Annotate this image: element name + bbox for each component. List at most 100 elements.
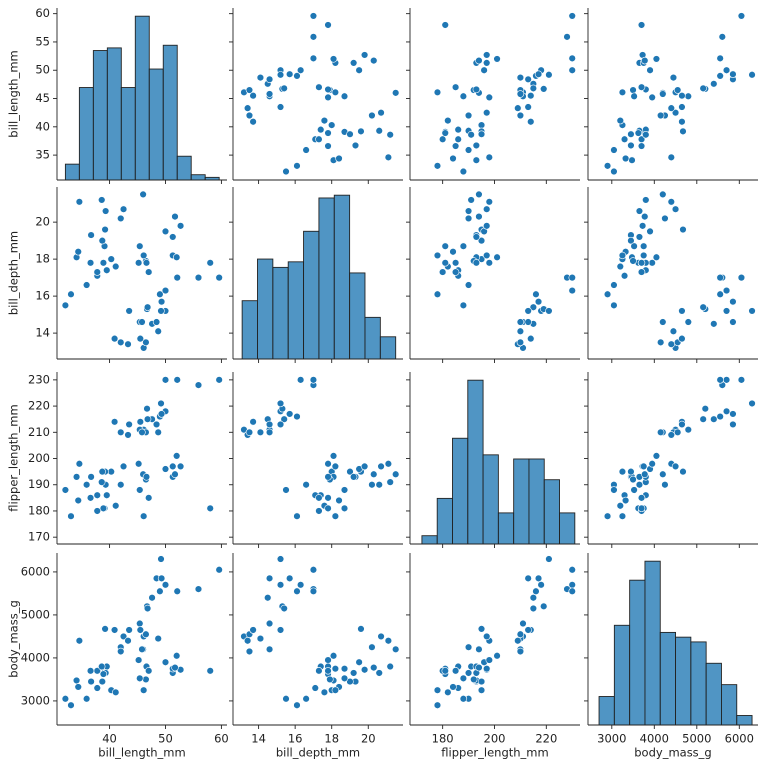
scatter-point xyxy=(75,637,84,645)
scatter-point xyxy=(293,412,301,421)
scatter-point xyxy=(285,70,294,78)
histogram-bar xyxy=(176,155,192,181)
scatter-point xyxy=(157,307,165,315)
scatter-point xyxy=(516,338,525,347)
scatter-point xyxy=(729,297,737,306)
scatter-point xyxy=(667,340,675,348)
scatter-point xyxy=(119,462,128,471)
scatter-point xyxy=(293,512,301,520)
scatter-point xyxy=(459,674,468,683)
scatter-point xyxy=(276,103,285,111)
scatter-point xyxy=(346,467,354,476)
histogram-bar xyxy=(644,560,661,726)
scatter-point xyxy=(678,118,686,126)
scatter-point xyxy=(444,116,452,125)
scatter-point xyxy=(729,410,737,418)
scatter-point xyxy=(472,85,481,94)
scatter-point xyxy=(620,272,629,280)
scatter-point xyxy=(311,684,319,692)
scatter-point xyxy=(335,154,343,163)
scatter-point xyxy=(93,268,101,276)
scatter-point xyxy=(568,273,576,282)
scatter-point xyxy=(161,286,170,295)
scatter-point xyxy=(514,637,522,645)
y-tick-label: 50 xyxy=(35,63,50,77)
scatter-point xyxy=(265,645,274,654)
scatter-point xyxy=(545,555,553,563)
x-tick-label: 3000 xyxy=(597,732,626,746)
scatter-point xyxy=(710,80,718,88)
scatter-point xyxy=(93,684,101,692)
scatter-point xyxy=(516,318,525,326)
scatter-point xyxy=(346,130,354,138)
scatter-point xyxy=(315,494,323,502)
histogram-bar xyxy=(543,479,560,545)
scatter-point xyxy=(464,111,473,120)
scatter-point xyxy=(315,667,323,675)
scatter-point xyxy=(169,233,177,241)
scatter-point xyxy=(386,478,394,486)
scatter-point xyxy=(449,248,457,256)
scatter-point xyxy=(136,486,144,494)
scatter-point xyxy=(249,626,257,634)
scatter-point xyxy=(684,425,692,434)
panel xyxy=(406,8,580,184)
scatter-point xyxy=(324,494,332,502)
scatter-point xyxy=(537,581,545,589)
scatter-point xyxy=(485,198,493,206)
scatter-point xyxy=(142,630,150,638)
scatter-point xyxy=(74,683,82,691)
histogram-bar xyxy=(241,300,258,360)
y-tick-label: 170 xyxy=(28,530,50,544)
histogram-bar xyxy=(675,636,692,726)
scatter-point xyxy=(368,643,376,651)
scatter-point xyxy=(101,625,109,633)
histogram-bar xyxy=(120,87,136,181)
scatter-point xyxy=(317,125,325,134)
scatter-point xyxy=(124,340,132,348)
y-tick-label: 20 xyxy=(35,215,50,229)
scatter-point xyxy=(642,131,650,139)
scatter-point xyxy=(206,667,214,675)
scatter-point xyxy=(98,677,106,686)
histogram-bar xyxy=(452,437,469,545)
scatter-point xyxy=(375,481,383,489)
scatter-point xyxy=(98,478,106,486)
scatter-point xyxy=(67,701,75,709)
histogram-bar xyxy=(528,458,545,545)
scatter-point xyxy=(485,259,493,267)
scatter-point xyxy=(483,664,491,673)
scatter-point xyxy=(459,301,468,310)
scatter-point xyxy=(464,214,473,223)
scatter-point xyxy=(540,602,548,611)
scatter-point xyxy=(243,637,252,645)
scatter-point xyxy=(74,248,82,256)
scatter-point xyxy=(441,259,449,267)
scatter-point xyxy=(157,574,166,583)
scatter-point xyxy=(472,259,481,267)
x-axis-label: bill_depth_mm xyxy=(276,746,360,760)
scatter-point xyxy=(315,135,323,143)
scatter-point xyxy=(534,574,543,583)
scatter-point xyxy=(459,92,468,100)
scatter-point xyxy=(125,307,133,315)
scatter-point xyxy=(669,73,678,82)
scatter-point xyxy=(475,645,483,654)
scatter-point xyxy=(524,307,532,315)
scatter-point xyxy=(329,55,338,63)
scatter-point xyxy=(433,290,442,298)
scatter-point xyxy=(477,236,486,245)
scatter-point xyxy=(678,307,686,315)
scatter-point xyxy=(449,154,457,163)
scatter-point xyxy=(368,111,376,120)
scatter-point xyxy=(441,129,449,137)
scatter-point xyxy=(206,259,214,267)
x-axis-label: body_mass_g xyxy=(634,746,711,760)
scatter-point xyxy=(340,486,349,494)
scatter-point xyxy=(93,491,101,499)
scatter-point xyxy=(194,273,203,282)
x-tick-label: 40 xyxy=(102,732,117,746)
scatter-point xyxy=(637,142,646,150)
scatter-point xyxy=(72,676,81,685)
scatter-point xyxy=(464,669,473,677)
